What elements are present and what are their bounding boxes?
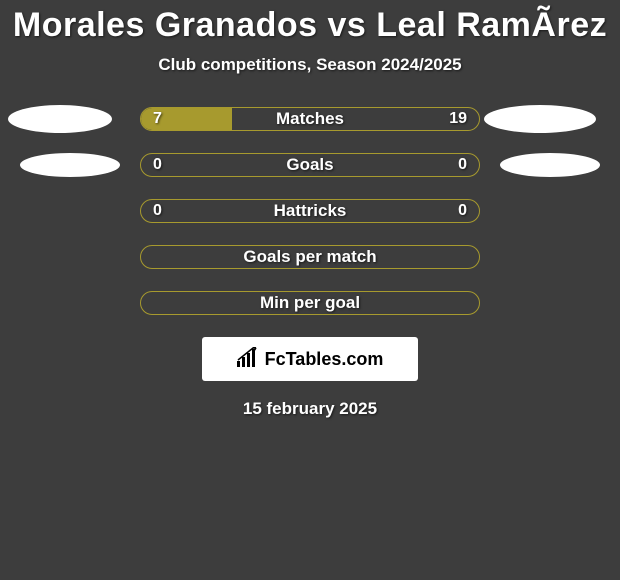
stat-bar: 7Matches19 <box>140 107 480 131</box>
stat-bar: Min per goal <box>140 291 480 315</box>
stat-bar: 0Goals0 <box>140 153 480 177</box>
stat-row: Min per goal <box>0 291 620 315</box>
stat-label: Matches <box>141 109 479 129</box>
right-ellipse <box>500 153 600 177</box>
right-ellipse <box>484 105 596 133</box>
stat-right-value: 19 <box>449 110 467 128</box>
bars-icon <box>237 347 261 372</box>
stat-label: Goals <box>141 155 479 175</box>
stat-row: 7Matches19 <box>0 107 620 131</box>
left-ellipse <box>20 153 120 177</box>
stat-bar: Goals per match <box>140 245 480 269</box>
left-ellipse <box>8 105 112 133</box>
logo-text: FcTables.com <box>265 349 384 370</box>
stat-right-value: 0 <box>458 156 467 174</box>
stat-row: 0Hattricks0 <box>0 199 620 223</box>
date-text: 15 february 2025 <box>0 399 620 419</box>
stat-row: Goals per match <box>0 245 620 269</box>
stat-right-value: 0 <box>458 202 467 220</box>
page-subtitle: Club competitions, Season 2024/2025 <box>0 55 620 75</box>
stat-label: Goals per match <box>141 247 479 267</box>
infographic-container: Morales Granados vs Leal RamÃ­rez Club c… <box>0 0 620 580</box>
logo-badge: FcTables.com <box>202 337 418 381</box>
stat-row: 0Goals0 <box>0 153 620 177</box>
stat-label: Min per goal <box>141 293 479 313</box>
stat-bar: 0Hattricks0 <box>140 199 480 223</box>
stat-label: Hattricks <box>141 201 479 221</box>
stats-rows: 7Matches190Goals00Hattricks0Goals per ma… <box>0 107 620 315</box>
page-title: Morales Granados vs Leal RamÃ­rez <box>0 6 620 45</box>
